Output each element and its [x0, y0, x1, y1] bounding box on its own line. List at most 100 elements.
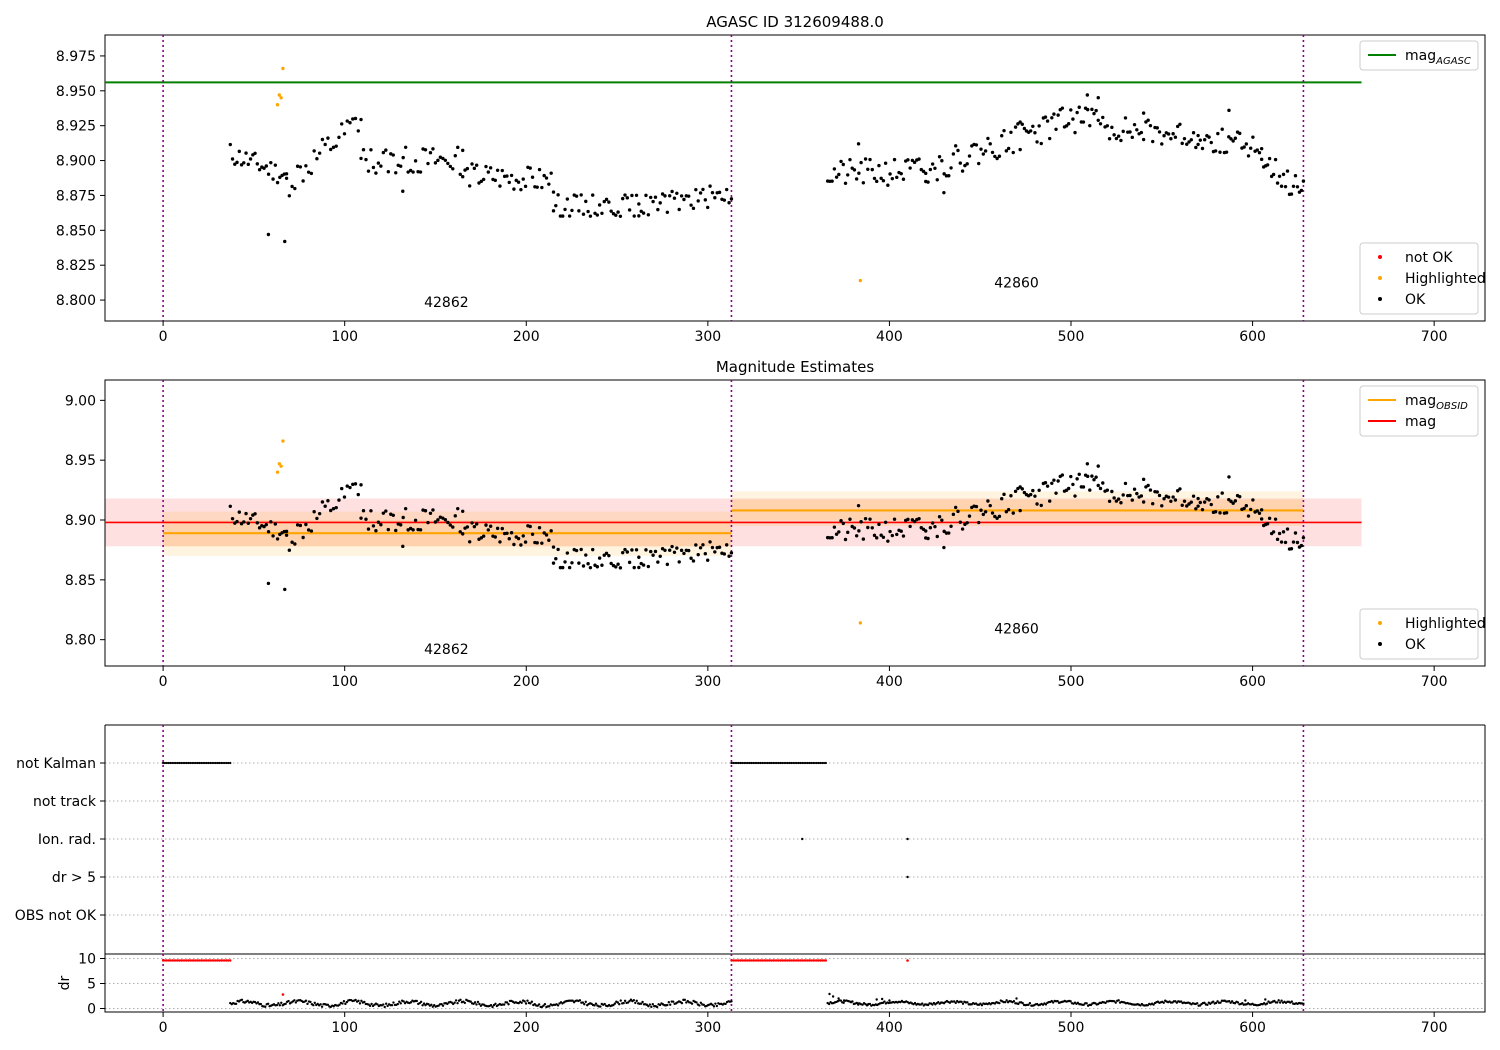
dr-point	[494, 1002, 497, 1006]
legend-box	[1359, 385, 1479, 437]
ok-point	[947, 174, 951, 178]
ok-point	[997, 514, 1002, 519]
dr-point	[246, 999, 249, 1002]
flag-point	[746, 761, 749, 765]
ok-point	[237, 510, 241, 514]
ok-point	[1081, 485, 1086, 489]
dr-point	[259, 1002, 263, 1006]
ok-point	[600, 211, 604, 215]
ok-point	[861, 537, 866, 541]
ok-point	[1259, 146, 1264, 151]
ok-point	[953, 505, 958, 510]
dr-point	[396, 1002, 400, 1006]
ok-point	[306, 170, 311, 174]
ok-point	[431, 508, 435, 512]
ok-point	[857, 529, 861, 533]
ok-point	[1275, 181, 1280, 185]
flag-point	[162, 761, 165, 765]
dr-point	[256, 1001, 260, 1004]
flag-point	[744, 761, 748, 765]
flag-point	[211, 761, 214, 765]
ok-point	[846, 173, 850, 177]
ok-point	[875, 536, 879, 540]
ok-point	[284, 533, 289, 537]
ok-point	[830, 535, 834, 540]
flag-point	[172, 761, 176, 765]
legend-label: OK	[1405, 637, 1426, 653]
dr-flagged-point	[777, 959, 780, 962]
x-tick-label: 100	[331, 1020, 358, 1036]
ok-point	[1066, 486, 1071, 491]
dr-flagged-point	[223, 959, 227, 962]
dr-flagged-point	[227, 959, 230, 962]
ok-point	[1004, 509, 1009, 514]
ok-point	[364, 157, 368, 162]
ok-point	[426, 520, 430, 525]
dr-point	[571, 999, 574, 1002]
ok-point	[577, 561, 581, 565]
dr-flagged-point	[730, 959, 733, 962]
dr-point	[433, 1003, 436, 1007]
ok-point	[304, 164, 308, 168]
ok-point	[729, 551, 734, 555]
ok-point	[1006, 146, 1011, 151]
ok-point	[895, 175, 899, 180]
flag-row-label: not track	[33, 794, 97, 810]
flag-point	[812, 761, 815, 765]
dr-point	[699, 1001, 703, 1004]
ok-point	[493, 535, 498, 539]
ok-point	[1151, 139, 1155, 144]
ok-point	[345, 484, 349, 488]
dr-point	[1056, 999, 1059, 1003]
ok-point	[416, 527, 420, 532]
ok-point	[246, 162, 251, 167]
flag-point	[739, 761, 742, 765]
y-axis-label: dr	[57, 975, 73, 990]
ok-point	[371, 165, 376, 170]
ok-point	[1259, 508, 1264, 512]
y-tick-label: 8.825	[56, 258, 96, 274]
ok-point	[479, 179, 484, 184]
ok-point	[287, 548, 292, 552]
dr-point	[529, 1002, 532, 1005]
ok-point	[1000, 134, 1004, 138]
ok-point	[523, 540, 528, 544]
ok-point	[1213, 510, 1218, 514]
ok-point	[979, 147, 983, 151]
dr-point	[937, 1001, 940, 1004]
flag-point	[779, 761, 782, 765]
ok-point	[374, 171, 378, 175]
ok-point	[312, 510, 316, 514]
ok-point	[1173, 498, 1178, 502]
x-tick-label: 700	[1421, 674, 1448, 690]
flag-point	[212, 761, 216, 765]
ok-point	[689, 556, 693, 560]
ok-point	[977, 520, 981, 525]
ok-point	[698, 546, 703, 550]
flag-point	[171, 761, 174, 765]
dr-point	[650, 1005, 653, 1009]
ok-point	[947, 531, 951, 535]
ok-point	[394, 528, 398, 533]
ok-point	[1110, 489, 1114, 494]
ok-point	[1231, 139, 1235, 143]
dr-point	[671, 1000, 675, 1003]
dr-point	[1280, 999, 1283, 1002]
highlighted-point	[277, 462, 282, 466]
ok-point	[1098, 122, 1103, 126]
dr-flagged-point	[813, 959, 817, 962]
flag-point	[764, 761, 768, 765]
dr-flagged-point	[790, 959, 793, 962]
ok-point	[886, 183, 890, 187]
ok-point	[1052, 112, 1056, 116]
ok-point	[1209, 140, 1213, 145]
dr-point	[1104, 1001, 1107, 1005]
ok-point	[620, 550, 625, 555]
ok-point	[353, 116, 358, 121]
ok-point	[1155, 126, 1159, 130]
flag-point	[906, 875, 909, 879]
ok-point	[374, 529, 378, 533]
ok-point	[406, 170, 410, 174]
obsid-label: 42860	[994, 276, 1039, 292]
ok-point	[461, 532, 465, 536]
